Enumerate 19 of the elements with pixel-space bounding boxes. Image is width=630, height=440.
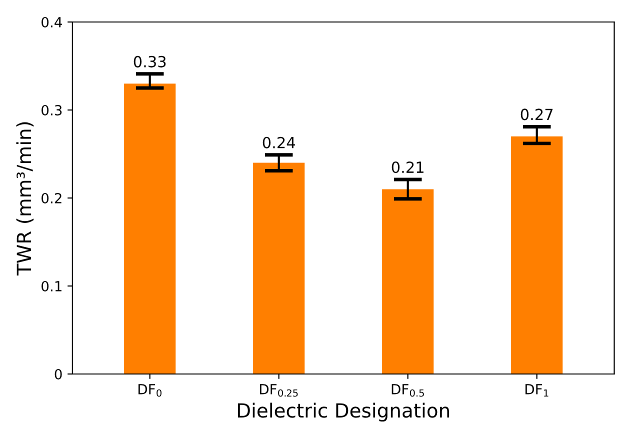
y-tick-label: 0.4 — [42, 16, 62, 28]
y-tick-label: 0 — [54, 368, 62, 380]
y-axis-title: TWR (mm³/min) — [16, 122, 34, 276]
data-label: 0.24 — [262, 136, 295, 148]
x-tick-label: DF$_{0.5}$ — [392, 384, 424, 397]
x-tick-label: DF$_{0.25}$ — [260, 384, 298, 397]
y-tick-label: 0.1 — [42, 280, 62, 292]
bar — [511, 136, 563, 374]
x-tick-label: DF$_{0}$ — [138, 384, 162, 397]
data-label: 0.21 — [392, 161, 424, 174]
x-tick-label: DF$_{1}$ — [526, 384, 548, 397]
y-tick-label: 0.2 — [42, 192, 62, 204]
x-axis-title: Dielectric Designation — [238, 402, 449, 422]
data-label: 0.33 — [134, 56, 166, 68]
bar — [124, 84, 176, 374]
bar — [382, 189, 434, 374]
y-tick-label: 0.3 — [42, 104, 62, 116]
bar — [253, 162, 305, 374]
data-label: 0.27 — [520, 108, 553, 120]
